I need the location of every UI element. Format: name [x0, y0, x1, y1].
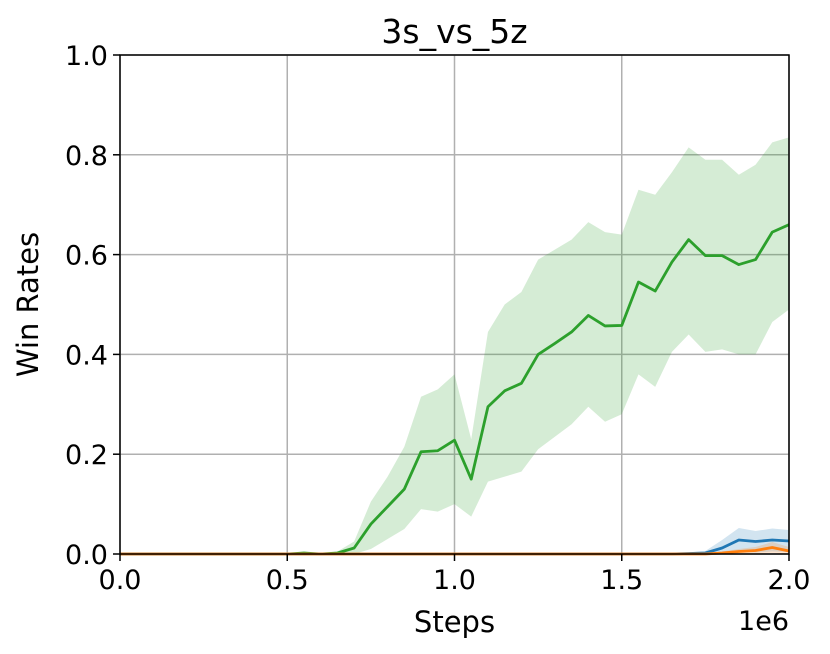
y-tick-label: 0.0	[65, 540, 108, 571]
x-tick-label: 0.0	[99, 565, 142, 596]
y-axis-label: Win Rates	[11, 232, 45, 377]
x-axis-label: Steps	[414, 605, 495, 639]
y-tick-label: 0.8	[65, 141, 108, 172]
y-tick-label: 0.6	[65, 241, 108, 272]
y-tick-label: 0.4	[65, 340, 108, 371]
x-tick-label: 1.0	[433, 565, 476, 596]
series-1-band	[120, 528, 789, 554]
series-0-line	[120, 223, 790, 556]
series-0-band	[120, 137, 789, 554]
chart-title: 3s_vs_5z	[381, 12, 527, 51]
x-offset-label: 1e6	[738, 606, 789, 637]
ticks: 0.0 0.5 1.0 1.5 2.0 0.0 0.2 0.4 0.6 0.8 1.0	[65, 41, 810, 596]
x-tick-label: 2.0	[768, 565, 811, 596]
x-tick-label: 0.5	[266, 565, 309, 596]
y-tick-label: 1.0	[65, 41, 108, 72]
y-tick-label: 0.2	[65, 440, 108, 471]
x-tick-label: 1.5	[600, 565, 643, 596]
